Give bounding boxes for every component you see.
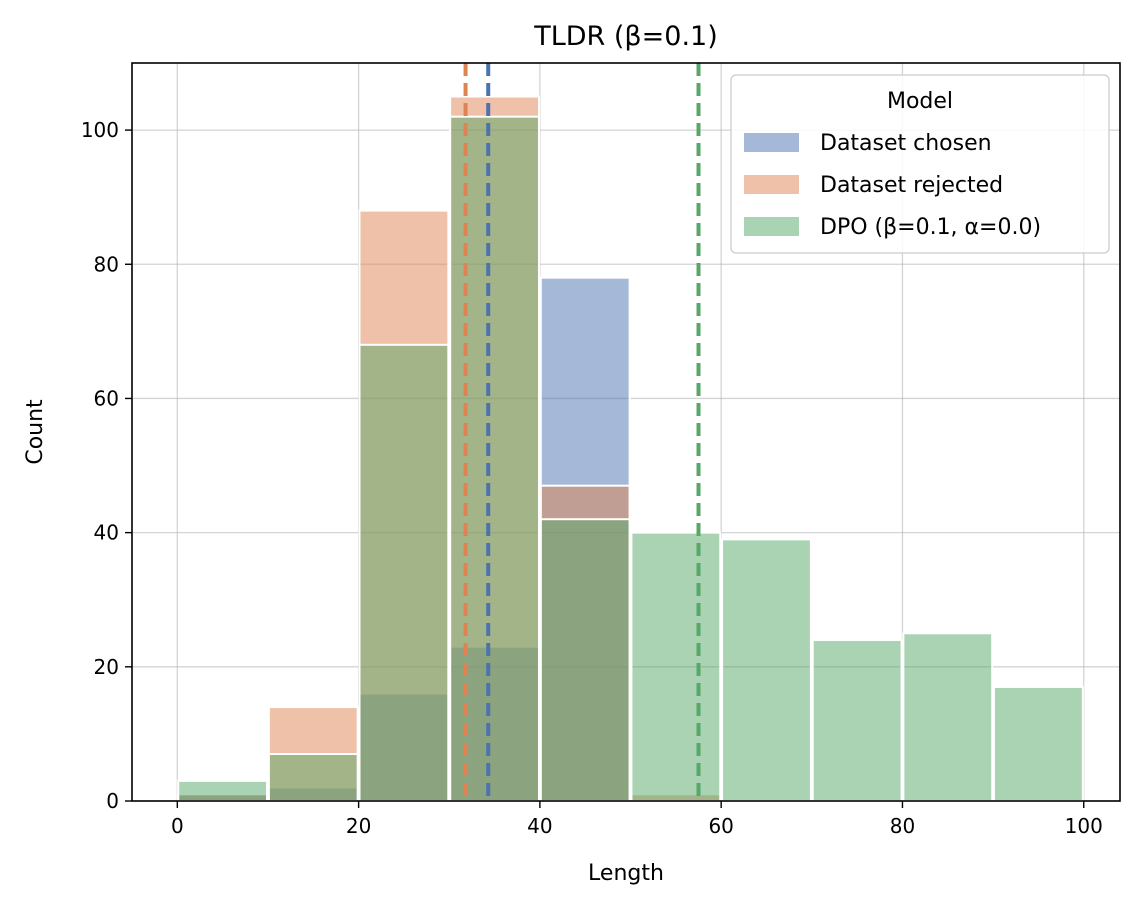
y-tick-label: 80 bbox=[94, 252, 119, 276]
legend: Model Dataset chosen Dataset rejected DPO … bbox=[730, 74, 1110, 254]
mean-lines bbox=[463, 63, 701, 801]
bar-series-2-bin-4 bbox=[539, 518, 631, 803]
y-tick-label: 60 bbox=[94, 386, 119, 410]
bar-series-2-bin-3 bbox=[449, 115, 540, 802]
x-axis-label: Length bbox=[588, 861, 664, 886]
legend-swatch-2 bbox=[744, 217, 799, 236]
x-tick-label: 20 bbox=[346, 814, 371, 838]
bar-series-2-bin-0 bbox=[177, 779, 269, 803]
legend-label-0: Dataset chosen bbox=[820, 131, 992, 156]
bar-series-2-bin-9 bbox=[993, 685, 1084, 802]
legend-label-2: DPO (β=0.1, α=0.0) bbox=[820, 215, 1041, 240]
y-tick-label: 20 bbox=[94, 655, 119, 679]
legend-box bbox=[730, 74, 1110, 254]
x-tick-label: 40 bbox=[527, 814, 552, 838]
legend-label-1: Dataset rejected bbox=[820, 173, 1003, 198]
bar-series-2-bin-7 bbox=[811, 638, 903, 802]
y-tick-label: 0 bbox=[106, 789, 119, 813]
bar-series-2-bin-2 bbox=[358, 343, 450, 802]
bar-series-2-bin-6 bbox=[721, 538, 812, 802]
x-tick-label: 80 bbox=[890, 814, 915, 838]
legend-title: Model bbox=[887, 89, 953, 114]
y-tick-label: 100 bbox=[81, 118, 119, 142]
bar-series-2-bin-5 bbox=[630, 531, 722, 802]
y-tick-label: 40 bbox=[94, 521, 119, 545]
x-tick-label: 0 bbox=[171, 814, 184, 838]
y-axis-label: Count bbox=[23, 399, 48, 465]
axis-ticks: 0 20 40 60 80 100 0 20 40 60 80 100 bbox=[81, 118, 1103, 838]
bar-series-2-bin-1 bbox=[267, 753, 359, 803]
legend-swatch-0 bbox=[744, 133, 799, 152]
x-tick-label: 60 bbox=[708, 814, 733, 838]
x-tick-label: 100 bbox=[1065, 814, 1103, 838]
plot-frame bbox=[131, 62, 1121, 802]
bar-series-2-bin-8 bbox=[902, 632, 994, 802]
chart-title: TLDR (β=0.1) bbox=[533, 21, 718, 52]
legend-swatch-1 bbox=[744, 175, 799, 194]
legend-items: Dataset chosen Dataset rejected DPO (β=0.1… bbox=[744, 131, 1041, 240]
